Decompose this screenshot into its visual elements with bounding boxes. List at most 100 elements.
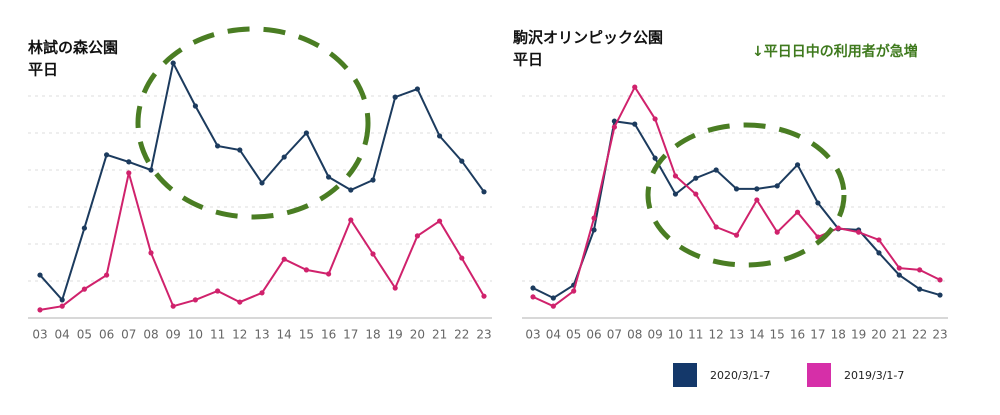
x-tick-label: 11 xyxy=(688,328,703,342)
data-point xyxy=(550,295,556,301)
legend-swatch xyxy=(673,363,697,387)
x-tick-label: 03 xyxy=(525,328,540,342)
data-point xyxy=(794,209,801,215)
x-tick-label: 08 xyxy=(143,328,158,342)
data-point xyxy=(571,288,577,294)
x-tick-label: 13 xyxy=(254,328,269,342)
data-point xyxy=(917,286,923,292)
data-point xyxy=(937,277,943,283)
data-point xyxy=(192,103,198,109)
data-point xyxy=(713,167,719,173)
data-point xyxy=(774,183,780,189)
data-point xyxy=(59,297,65,303)
data-point xyxy=(237,299,243,305)
data-point xyxy=(303,267,309,273)
data-point xyxy=(733,232,740,238)
x-tick-label: 08 xyxy=(627,328,642,342)
data-point xyxy=(437,218,443,224)
series-line xyxy=(39,172,485,311)
legend: 2020/3/1-7 2019/3/1-7 xyxy=(673,363,904,387)
x-tick-label: 21 xyxy=(892,328,907,342)
data-point xyxy=(896,265,902,271)
data-point xyxy=(392,285,398,291)
data-point xyxy=(170,303,176,309)
data-point xyxy=(611,124,618,130)
x-tick-label: 21 xyxy=(432,328,447,342)
data-point xyxy=(937,292,943,298)
highlight-ellipse xyxy=(645,122,847,268)
x-tick-label: 05 xyxy=(77,328,92,342)
data-point xyxy=(215,143,221,149)
data-point xyxy=(370,177,376,183)
x-tick-label: 03 xyxy=(32,328,47,342)
data-point xyxy=(876,250,882,256)
x-tick-label: 18 xyxy=(831,328,846,342)
x-tick-label: 10 xyxy=(668,328,683,342)
data-point xyxy=(835,225,841,231)
data-point xyxy=(917,267,923,273)
data-point xyxy=(348,217,354,223)
chart-title: 駒沢オリンピック公園 xyxy=(513,29,663,47)
data-point xyxy=(303,130,309,136)
x-tick-label: 10 xyxy=(188,328,203,342)
data-point xyxy=(237,147,243,153)
data-point xyxy=(437,133,443,139)
x-tick-label: 23 xyxy=(932,328,947,342)
data-point xyxy=(170,60,176,66)
x-tick-label: 12 xyxy=(232,328,247,342)
data-point xyxy=(481,189,487,195)
x-tick-label: 23 xyxy=(476,328,491,342)
data-point xyxy=(37,272,43,278)
x-tick-label: 09 xyxy=(166,328,181,342)
x-tick-label: 13 xyxy=(729,328,744,342)
data-point xyxy=(126,170,132,176)
data-point xyxy=(414,233,420,239)
chart-subtitle: 平日 xyxy=(28,61,58,79)
x-tick-label: 16 xyxy=(790,328,805,342)
data-point xyxy=(281,154,287,160)
x-tick-label: 14 xyxy=(749,328,764,342)
x-tick-label: 12 xyxy=(709,328,724,342)
series-line xyxy=(532,120,941,300)
data-point xyxy=(104,272,110,278)
chart-title: 林試の森公園 xyxy=(28,39,118,57)
data-point xyxy=(81,286,87,292)
data-point xyxy=(37,307,43,313)
data-point xyxy=(856,229,862,235)
x-tick-label: 07 xyxy=(607,328,622,342)
x-tick-label: 15 xyxy=(770,328,785,342)
data-point xyxy=(530,285,536,291)
legend-label: 2020/3/1-7 xyxy=(710,369,770,382)
x-tick-label: 06 xyxy=(586,328,601,342)
data-point xyxy=(733,186,740,192)
x-tick-label: 19 xyxy=(388,328,403,342)
data-point xyxy=(126,159,132,165)
x-tick-label: 04 xyxy=(55,328,70,342)
data-point xyxy=(215,288,221,294)
x-tick-label: 11 xyxy=(210,328,225,342)
data-point xyxy=(693,191,699,197)
data-point xyxy=(550,303,556,309)
x-tick-label: 20 xyxy=(871,328,886,342)
annotation: ↓平日日中の利用者が急増 xyxy=(752,43,918,60)
data-point xyxy=(414,86,420,92)
x-tick-label: 19 xyxy=(851,328,866,342)
legend-label: 2019/3/1-7 xyxy=(844,369,904,382)
data-point xyxy=(652,155,658,161)
data-point xyxy=(815,200,821,206)
x-tick-label: 07 xyxy=(121,328,136,342)
data-point xyxy=(652,116,658,122)
data-point xyxy=(104,152,110,158)
x-tick-label: 04 xyxy=(546,328,561,342)
data-point xyxy=(81,225,87,231)
data-point xyxy=(754,186,760,192)
data-point xyxy=(876,237,882,243)
data-point xyxy=(459,158,465,164)
data-point xyxy=(774,229,780,235)
x-tick-label: 20 xyxy=(410,328,425,342)
legend-swatch xyxy=(807,363,831,387)
data-point xyxy=(632,84,638,90)
data-point xyxy=(713,224,719,230)
data-point xyxy=(815,234,821,240)
